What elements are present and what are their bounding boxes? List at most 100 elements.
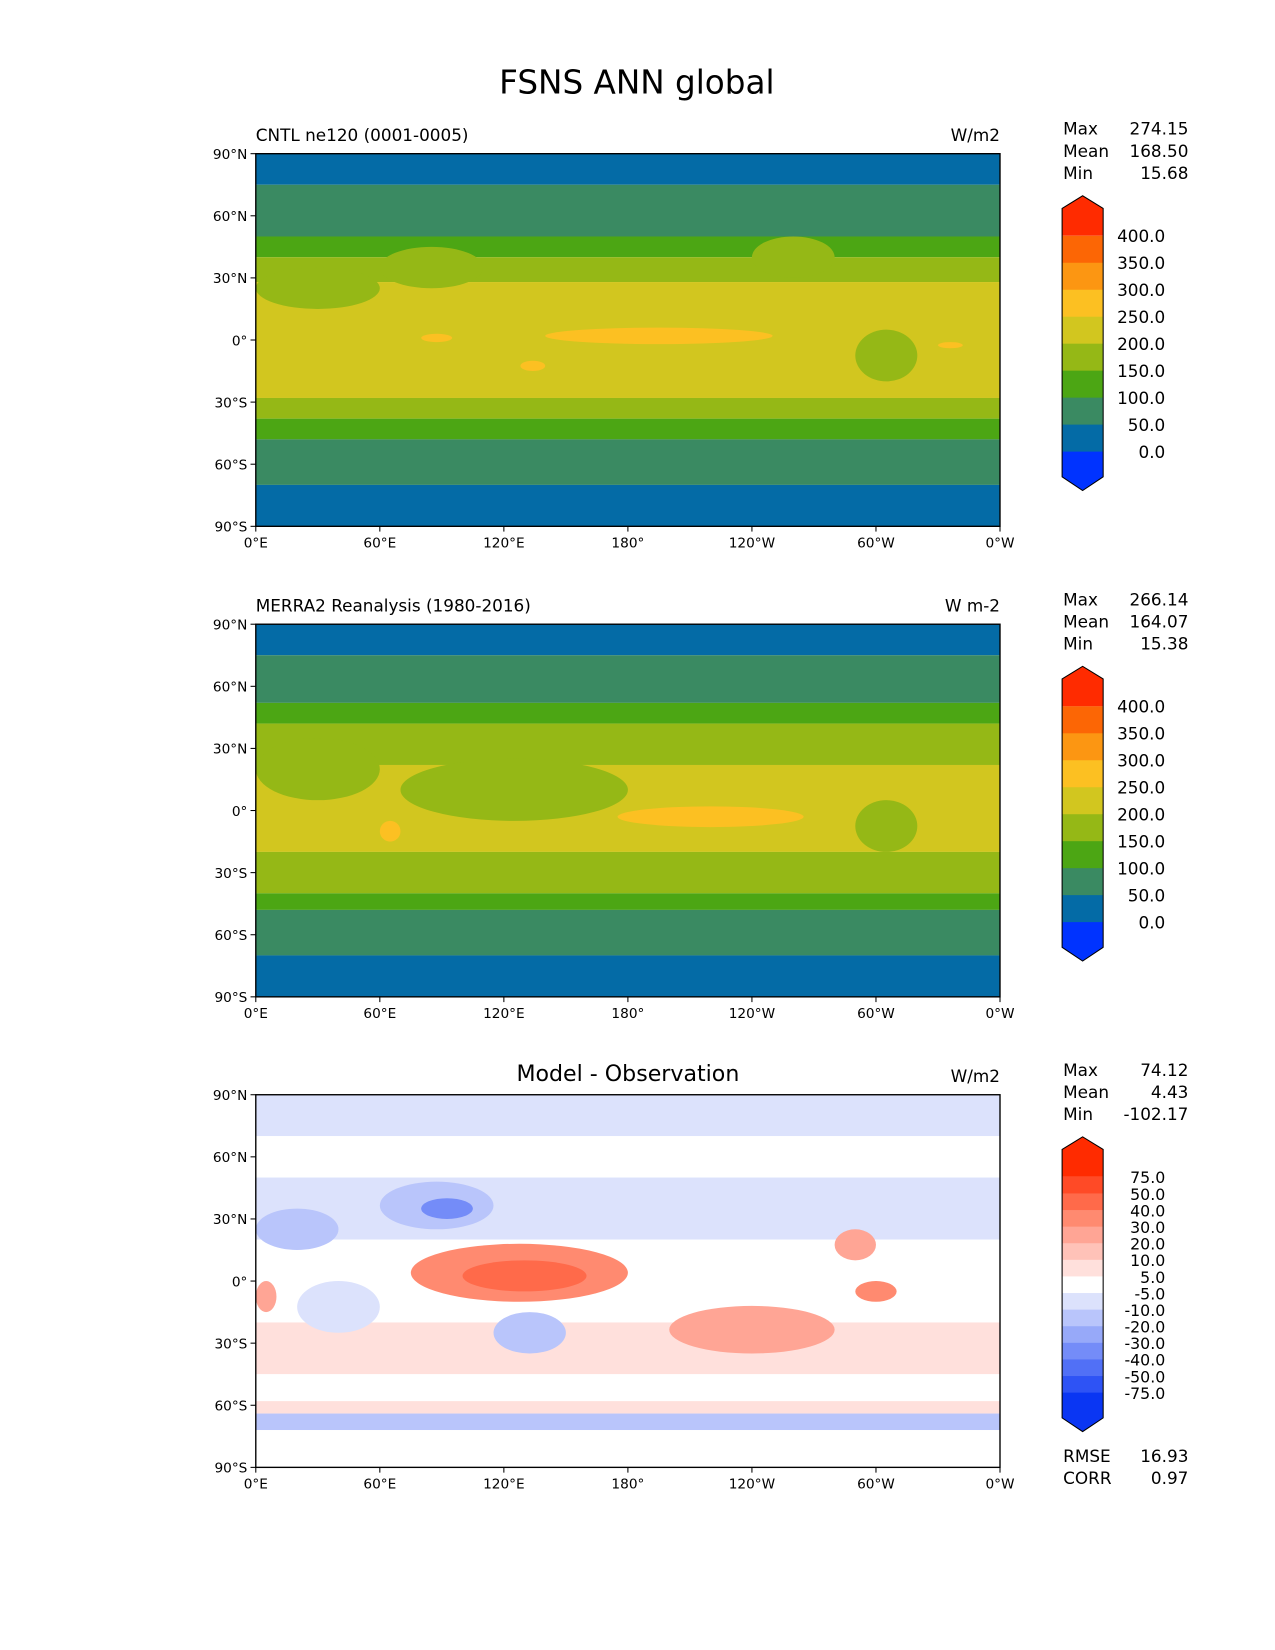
colorbar-outline	[1061, 1136, 1104, 1433]
zonal-band	[255, 1094, 1000, 1137]
field-patch	[255, 1281, 277, 1313]
colorbar-segment	[1062, 1176, 1104, 1194]
colorbar-segment	[1062, 1293, 1104, 1311]
colorbar-segment	[1062, 289, 1104, 318]
field-patch	[545, 327, 773, 345]
colorbar-segment	[1062, 1210, 1104, 1228]
map-panel-2: 0°E 60°E 120°E 180° 120°W 60°W 0°W 90°N 60°N 30°N…	[213, 589, 1189, 1022]
panel-title: CNTL ne120 (0001-0005)	[256, 125, 469, 145]
panel-title: Model - Observation	[516, 1061, 739, 1087]
lon-tick-label: 0°W	[985, 1476, 1015, 1492]
zonal-band	[255, 1401, 1000, 1414]
stat-label-max: Max	[1063, 119, 1098, 139]
colorbar-segment	[1062, 787, 1104, 815]
lat-tick-label: 90°S	[214, 520, 247, 536]
field-patch	[379, 820, 401, 842]
colorbar-tick-label: 0.0	[1138, 912, 1165, 932]
field-patch	[617, 806, 804, 828]
units-label: W m-2	[945, 596, 1000, 616]
stat-label-mean: Mean	[1063, 611, 1109, 631]
colorbar-extend-max	[1062, 1136, 1104, 1177]
zonal-band	[255, 439, 1000, 485]
lat-tick-label: 90°S	[214, 1461, 247, 1477]
zonal-band	[255, 418, 1000, 440]
field-patch	[462, 1260, 587, 1292]
colorbar-segment	[1062, 397, 1104, 426]
lat-tick-label: 30°N	[213, 1212, 247, 1228]
zonal-band	[255, 236, 1000, 258]
zonal-band	[255, 184, 1000, 237]
stat-label-mean: Mean	[1063, 1082, 1109, 1102]
colorbar-tick-label: 5.0	[1140, 1268, 1165, 1287]
map-field	[255, 153, 1000, 527]
zonal-band	[255, 1177, 1000, 1240]
colorbar-extend-max	[1062, 666, 1104, 707]
colorbar-segment	[1062, 733, 1104, 761]
zonal-band	[255, 893, 1000, 910]
map-panel-3: 0°E 60°E 120°E 180° 120°W 60°W 0°W 90°N 60°N 30°N…	[213, 1060, 1189, 1493]
lat-tick-label: 90°N	[213, 617, 247, 633]
field-patch	[493, 1312, 566, 1354]
lon-tick-label: 60°W	[857, 535, 895, 551]
stat-value-min: -102.17	[1123, 1104, 1188, 1124]
colorbar-extend-max	[1062, 195, 1104, 236]
field-patch	[255, 267, 380, 309]
zonal-band	[255, 397, 1000, 419]
lat-tick-label: 60°S	[214, 928, 247, 944]
colorbar-segment	[1062, 262, 1104, 291]
stat-label-max: Max	[1063, 589, 1098, 609]
field-patch	[297, 1281, 380, 1333]
lat-tick-label: 0°	[232, 804, 248, 820]
zonal-band	[255, 723, 1000, 765]
colorbar-tick-label: -50.0	[1124, 1367, 1165, 1386]
map-field	[255, 1094, 1000, 1468]
field-patch	[400, 758, 628, 821]
colorbar-segment	[1062, 1309, 1104, 1327]
lon-tick-label: 120°W	[729, 1476, 776, 1492]
lon-tick-label: 60°W	[857, 1476, 895, 1492]
stat-value-max: 266.14	[1130, 589, 1189, 609]
stat-label-min: Min	[1063, 163, 1093, 183]
colorbar-segment	[1062, 814, 1104, 842]
colorbar-tick-label: 250.0	[1117, 307, 1165, 327]
colorbar-segment	[1062, 1342, 1104, 1360]
lat-tick-label: 30°S	[214, 1336, 247, 1352]
lon-tick-label: 120°W	[729, 1006, 776, 1022]
colorbar-tick-label: 200.0	[1117, 805, 1165, 825]
stat-value-max: 274.15	[1130, 119, 1189, 139]
colorbar-tick-label: 0.0	[1138, 442, 1165, 462]
colorbar-segment	[1062, 1243, 1104, 1261]
colorbar-tick-label: 400.0	[1117, 697, 1165, 717]
colorbar-segment	[1062, 841, 1104, 869]
colorbar-extend-min	[1062, 1392, 1104, 1432]
stat-label-min: Min	[1063, 1104, 1093, 1124]
panel-title: MERRA2 Reanalysis (1980-2016)	[256, 596, 531, 616]
colorbar-segment	[1062, 316, 1104, 345]
colorbar-tick-label: 100.0	[1117, 388, 1165, 408]
stat-value-mean: 4.43	[1151, 1082, 1188, 1102]
zonal-band	[255, 955, 1000, 997]
stat-label-corr: CORR	[1063, 1468, 1112, 1488]
colorbar-tick-label: 20.0	[1130, 1235, 1165, 1254]
colorbar-segment	[1062, 1326, 1104, 1344]
field-patch	[421, 333, 453, 343]
colorbar-tick-label: -75.0	[1124, 1384, 1165, 1403]
colorbar-tick-label: 150.0	[1117, 832, 1165, 852]
stat-label-mean: Mean	[1063, 141, 1109, 161]
colorbar-segment	[1062, 868, 1104, 896]
zonal-band	[255, 1322, 1000, 1375]
field-patch	[855, 1281, 897, 1302]
lat-tick-label: 90°S	[214, 990, 247, 1006]
field-patch	[937, 342, 963, 349]
field-patch	[855, 800, 918, 852]
lon-tick-label: 0°E	[244, 1006, 268, 1022]
colorbar-tick-label: 200.0	[1117, 334, 1165, 354]
zonal-band	[255, 1430, 1000, 1468]
colorbar-segment	[1062, 424, 1104, 453]
colorbar-tick-label: 350.0	[1117, 253, 1165, 273]
colorbar-segment	[1062, 760, 1104, 788]
colorbar-outline	[1061, 665, 1104, 962]
colorbar-segment	[1062, 706, 1104, 734]
colorbar-tick-label: 250.0	[1117, 778, 1165, 798]
